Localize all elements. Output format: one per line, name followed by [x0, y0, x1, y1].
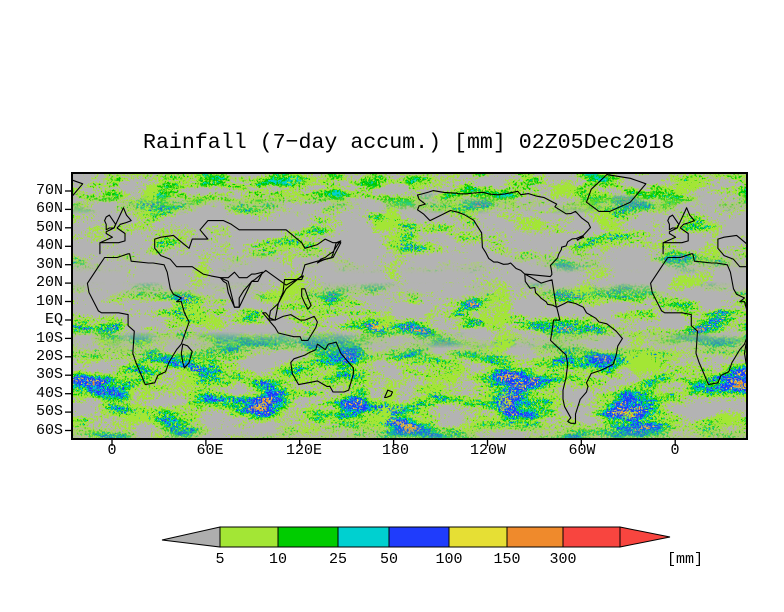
svg-text:50: 50	[380, 551, 398, 568]
svg-text:150: 150	[493, 551, 520, 568]
svg-text:300: 300	[549, 551, 576, 568]
svg-text:5: 5	[215, 551, 224, 568]
svg-text:100: 100	[435, 551, 462, 568]
svg-text:25: 25	[329, 551, 347, 568]
svg-text:10: 10	[269, 551, 287, 568]
svg-text:[mm]: [mm]	[667, 551, 703, 568]
